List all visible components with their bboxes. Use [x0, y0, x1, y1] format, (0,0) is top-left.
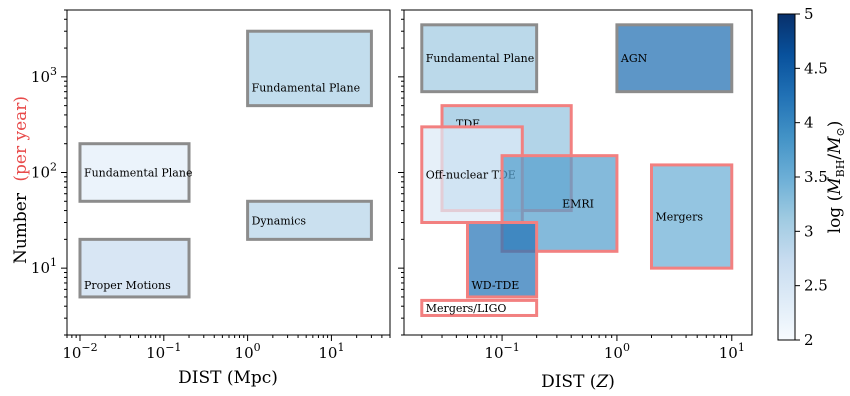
- y-tick-label-0: 101: [31, 256, 57, 277]
- colorbar-tick-label-5: 4.5: [804, 59, 828, 77]
- x-tick-label-right-0: 10−1: [484, 341, 519, 362]
- x-tick-label-right-1: 100: [604, 341, 630, 362]
- colorbar-tick-label-0: 2: [804, 331, 814, 349]
- region-label-right-3: Off-nuclear TDE: [426, 169, 516, 182]
- region-right-6: [465, 221, 539, 299]
- region-label-right-7: Mergers/LIGO: [426, 302, 507, 315]
- colorbar-tick-label-1: 2.5: [804, 277, 828, 295]
- region-label-left-3: Dynamics: [252, 214, 307, 227]
- x-tick-label-left-1: 10−1: [146, 341, 181, 362]
- y-tick-label-1: 102: [31, 161, 57, 182]
- region-label-left-2: Fundamental Plane: [252, 82, 361, 95]
- region-left-0: [78, 142, 191, 203]
- y-axis-label: Number (per year): [11, 96, 31, 264]
- panel-right-ticks: 10−1 100 101: [398, 9, 745, 362]
- x-axis-label-right: DIST (Z): [541, 372, 615, 392]
- panel-left-regions: Fundamental Plane Proper Motions Fundament…: [78, 29, 373, 299]
- x-axis-label-left: DIST (Mpc): [178, 368, 278, 388]
- x-tick-label-left-3: 101: [318, 341, 344, 362]
- colorbar-ticks: 2 2.5 3 3.5 4 4.5 5: [795, 5, 828, 349]
- region-right-5: [649, 163, 734, 270]
- colorbar-tick-label-4: 4: [804, 114, 814, 132]
- region-right-1: [615, 23, 734, 94]
- colorbar-tick-label-6: 5: [804, 5, 814, 23]
- region-right-0: [420, 23, 539, 94]
- colorbar: 2 2.5 3 3.5 4 4.5 5 log (MBH/M⊙): [777, 5, 847, 349]
- region-label-right-6: WD-TDE: [471, 279, 519, 292]
- panel-left-ticks: 10−2 10−1 100 101 101 102 103: [31, 9, 391, 362]
- x-axis-label-right-z: Z: [595, 372, 609, 392]
- colorbar-label: log (MBH/M⊙): [825, 121, 847, 234]
- colorbar-gradient: [777, 13, 796, 341]
- colorbar-tick-label-3: 3.5: [804, 168, 828, 186]
- x-axis-label-right-text: DIST (: [541, 372, 596, 392]
- region-label-right-4: EMRI: [562, 197, 594, 210]
- region-label-right-5: Mergers: [655, 211, 703, 224]
- region-right-7: [420, 298, 539, 317]
- colorbar-tick-label-2: 3: [804, 222, 814, 240]
- y-axis-label-per-year: (per year): [11, 96, 31, 182]
- region-left-1: [78, 237, 191, 299]
- y-tick-label-2: 103: [31, 65, 57, 86]
- x-tick-label-right-2: 101: [719, 341, 745, 362]
- region-left-2: [246, 29, 373, 108]
- region-left-3: [246, 199, 373, 241]
- x-tick-label-left-2: 100: [235, 341, 261, 362]
- panel-left: Fundamental Plane Proper Motions Fundament…: [11, 9, 391, 388]
- region-label-left-1: Proper Motions: [84, 279, 171, 292]
- region-label-right-1: AGN: [620, 52, 648, 65]
- region-label-right-0: Fundamental Plane: [426, 52, 534, 65]
- x-tick-label-left-0: 10−2: [62, 341, 97, 362]
- y-axis-label-number: Number: [11, 192, 31, 264]
- region-label-left-0: Fundamental Plane: [84, 167, 192, 180]
